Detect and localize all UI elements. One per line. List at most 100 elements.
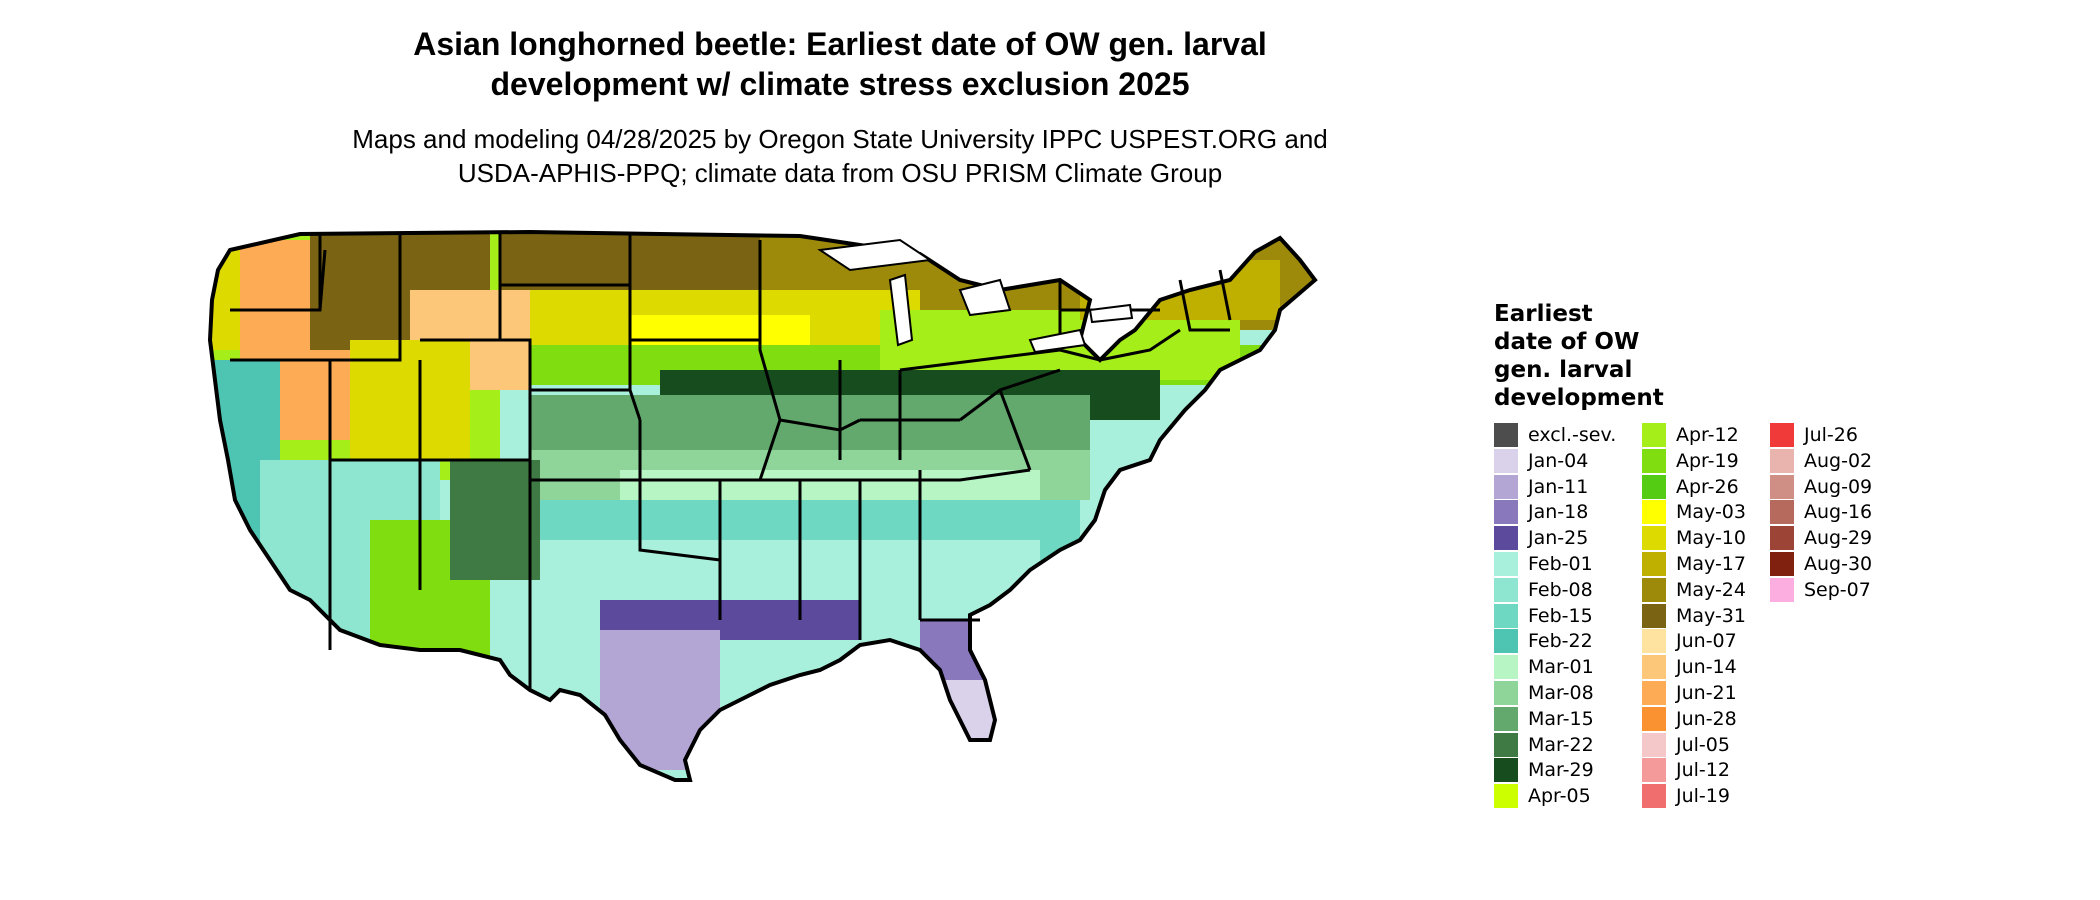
legend-label: May-17 xyxy=(1676,552,1746,575)
legend-label: Aug-30 xyxy=(1804,552,1873,575)
legend-title: Earliest date of OW gen. larval developm… xyxy=(1494,300,1694,412)
legend-label: Mar-15 xyxy=(1528,707,1594,730)
state-borders xyxy=(208,230,1317,782)
legend-label: Jul-12 xyxy=(1676,759,1730,782)
legend-label: Apr-26 xyxy=(1676,475,1739,498)
legend-label: Jun-21 xyxy=(1676,681,1737,704)
legend-item: Apr-05 xyxy=(1494,783,1644,809)
legend-item: Aug-09 xyxy=(1770,474,1920,500)
legend-label: Mar-08 xyxy=(1528,681,1594,704)
map-subtitle-line-1: Maps and modeling 04/28/2025 by Oregon S… xyxy=(352,124,1328,154)
legend-label: Aug-16 xyxy=(1804,501,1873,524)
legend-item: Aug-16 xyxy=(1770,499,1920,525)
legend-item: Mar-22 xyxy=(1494,732,1644,758)
legend-item: Jun-21 xyxy=(1642,680,1792,706)
legend-title-line: gen. larval xyxy=(1494,357,1633,383)
legend-item: Jan-04 xyxy=(1494,448,1644,474)
legend-item: excl.-sev. xyxy=(1494,422,1644,448)
legend-item: Feb-08 xyxy=(1494,577,1644,603)
legend-item: Jan-11 xyxy=(1494,474,1644,500)
legend-swatch xyxy=(1494,551,1518,576)
legend-swatch xyxy=(1494,758,1518,783)
legend-label: Jan-18 xyxy=(1528,501,1589,524)
legend-item: Aug-29 xyxy=(1770,525,1920,551)
legend-label: Feb-15 xyxy=(1528,604,1593,627)
legend-item: Jun-07 xyxy=(1642,628,1792,654)
legend-label: Mar-22 xyxy=(1528,733,1594,756)
legend-item: Sep-07 xyxy=(1770,577,1920,603)
legend-column-3: Jul-26 Aug-02 Aug-09 Aug-16 Aug-29 Aug-30 Sep-… xyxy=(1770,422,1920,603)
legend-label: Feb-08 xyxy=(1528,578,1593,601)
legend-item: May-10 xyxy=(1642,525,1792,551)
legend-item: Mar-29 xyxy=(1494,757,1644,783)
legend-item: Aug-30 xyxy=(1770,551,1920,577)
legend-swatch xyxy=(1642,732,1666,757)
great-lakes xyxy=(817,238,1134,354)
legend-swatch xyxy=(1494,423,1518,447)
legend-swatch xyxy=(1770,551,1794,576)
legend-label: excl.-sev. xyxy=(1528,424,1617,446)
legend-swatch xyxy=(1642,706,1666,731)
legend-label: Apr-05 xyxy=(1528,785,1591,808)
legend-item: Jun-28 xyxy=(1642,706,1792,732)
legend-label: Feb-22 xyxy=(1528,630,1593,653)
legend-item: Jul-26 xyxy=(1770,422,1920,448)
legend-item: Mar-01 xyxy=(1494,654,1644,680)
legend-swatch xyxy=(1494,577,1518,602)
legend-item: Feb-22 xyxy=(1494,628,1644,654)
legend-item: Jun-14 xyxy=(1642,654,1792,680)
legend-label: Jun-14 xyxy=(1676,656,1737,679)
legend-item: Aug-02 xyxy=(1770,448,1920,474)
legend-swatch xyxy=(1770,474,1794,499)
legend-label: Jan-04 xyxy=(1528,449,1589,472)
legend-item: Jul-19 xyxy=(1642,783,1792,809)
map-fill-layers xyxy=(210,232,1315,780)
legend-title-line: development xyxy=(1494,385,1664,411)
legend-item: Apr-26 xyxy=(1642,474,1792,500)
legend-label: Mar-29 xyxy=(1528,759,1594,782)
legend-label: Aug-02 xyxy=(1804,449,1873,472)
legend-label: Jul-26 xyxy=(1804,424,1858,446)
legend-swatch xyxy=(1642,526,1666,551)
legend-swatch xyxy=(1770,423,1794,447)
legend-title-line: Earliest xyxy=(1494,301,1593,327)
legend-swatch xyxy=(1642,655,1666,680)
legend-swatch xyxy=(1494,474,1518,499)
legend-label: Apr-12 xyxy=(1676,424,1739,446)
map-subtitle-line-2: USDA-APHIS-PPQ; climate data from OSU PR… xyxy=(457,158,1223,188)
legend-swatch xyxy=(1494,706,1518,731)
legend-label: Aug-09 xyxy=(1804,475,1873,498)
legend-swatch xyxy=(1770,577,1794,602)
legend-column-1: excl.-sev. Jan-04 Jan-11 Jan-18 Jan-25 Feb-01… xyxy=(1494,422,1644,809)
legend-label: Jan-11 xyxy=(1528,475,1589,498)
legend-swatch xyxy=(1494,629,1518,654)
legend-swatch xyxy=(1642,423,1666,447)
legend-swatch xyxy=(1494,784,1518,809)
legend-item: Feb-01 xyxy=(1494,551,1644,577)
legend-item: Feb-15 xyxy=(1494,603,1644,629)
legend-swatch xyxy=(1494,732,1518,757)
legend-label: May-03 xyxy=(1676,501,1746,524)
legend-swatch xyxy=(1494,526,1518,551)
legend-item: Apr-12 xyxy=(1642,422,1792,448)
map-title-line-2: development w/ climate stress exclusion … xyxy=(490,66,1190,102)
legend-label: Feb-01 xyxy=(1528,552,1593,575)
legend-swatch xyxy=(1770,448,1794,473)
legend-item: Jan-25 xyxy=(1494,525,1644,551)
legend-swatch xyxy=(1494,500,1518,525)
legend-label: Jun-28 xyxy=(1676,707,1737,730)
legend-label: May-24 xyxy=(1676,578,1746,601)
legend-swatch xyxy=(1494,603,1518,628)
legend-label: Jun-07 xyxy=(1676,630,1737,653)
legend-swatch xyxy=(1642,629,1666,654)
legend-swatch xyxy=(1494,655,1518,680)
legend-label: May-31 xyxy=(1676,604,1746,627)
legend-item: Apr-19 xyxy=(1642,448,1792,474)
legend-item: May-17 xyxy=(1642,551,1792,577)
legend-swatch xyxy=(1642,500,1666,525)
legend-swatch xyxy=(1494,448,1518,473)
legend-item: Jul-05 xyxy=(1642,732,1792,758)
legend-item: Mar-08 xyxy=(1494,680,1644,706)
legend-swatch xyxy=(1642,603,1666,628)
legend-item: Jul-12 xyxy=(1642,757,1792,783)
